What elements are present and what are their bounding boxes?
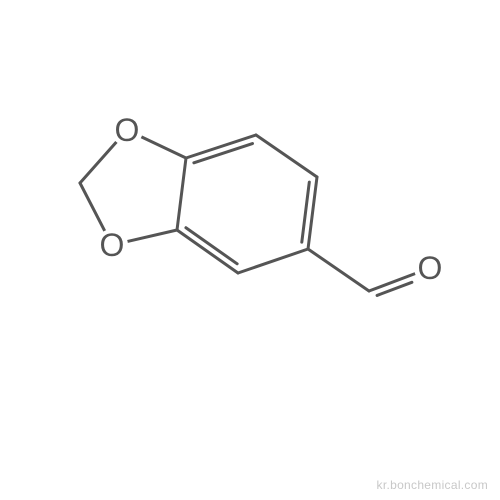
bond	[186, 228, 237, 264]
bond	[177, 230, 238, 273]
bond	[177, 158, 186, 230]
bond	[141, 137, 186, 158]
atom-label: O	[418, 250, 443, 286]
bond	[80, 142, 116, 183]
molecule-diagram: O O O	[0, 0, 500, 500]
bond	[308, 249, 369, 291]
atom-label: O	[115, 112, 140, 148]
watermark-text: kr.bonchemical.com	[377, 478, 488, 492]
bond	[256, 135, 317, 177]
atom-label: O	[100, 227, 125, 263]
bond	[238, 249, 308, 273]
bond	[128, 230, 177, 241]
bond	[377, 282, 412, 295]
bond	[302, 182, 310, 242]
bond	[80, 183, 105, 231]
